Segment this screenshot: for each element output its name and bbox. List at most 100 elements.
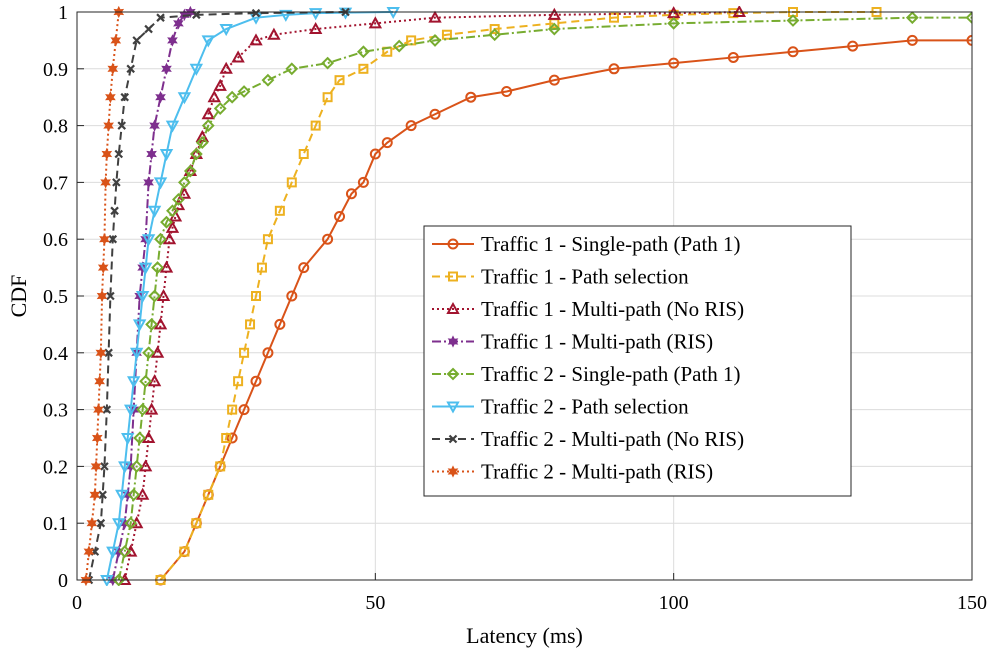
data-point <box>298 149 309 159</box>
data-point <box>167 34 178 47</box>
data-point <box>548 74 560 86</box>
y-tick-label: 1 <box>58 2 68 24</box>
data-point <box>667 16 681 30</box>
data-point <box>121 433 135 446</box>
data-point <box>99 233 110 246</box>
data-point <box>129 347 144 360</box>
data-point <box>308 8 323 21</box>
data-point <box>428 10 442 23</box>
legend-entry: Traffic 2 - Multi-path (No RIS) <box>481 427 744 451</box>
data-point <box>189 63 204 76</box>
y-tick-label: 0.6 <box>43 229 68 251</box>
data-point <box>249 33 263 46</box>
series-line <box>87 11 346 581</box>
legend-entry: Traffic 1 - Multi-path (RIS) <box>481 330 713 354</box>
data-point <box>262 234 273 245</box>
data-point <box>91 431 103 445</box>
data-point <box>145 317 158 331</box>
y-tick-label: 0.4 <box>43 343 68 365</box>
data-point <box>203 489 214 500</box>
data-point <box>86 517 98 530</box>
data-point <box>225 90 239 104</box>
data-point <box>787 46 799 58</box>
series-line <box>159 11 877 581</box>
y-tick-label: 0.7 <box>43 172 68 194</box>
data-point <box>139 374 153 388</box>
series-layer <box>80 6 972 586</box>
x-tick-label: 50 <box>365 592 385 614</box>
data-point <box>219 61 233 74</box>
legend-box <box>423 225 852 497</box>
data-point <box>966 34 972 46</box>
data-point <box>441 29 452 40</box>
data-point <box>138 459 153 472</box>
data-point <box>136 403 150 417</box>
series-group <box>112 11 972 586</box>
data-point <box>219 24 233 37</box>
data-point <box>144 402 159 415</box>
data-point <box>251 291 261 301</box>
axis-ticks: 0 50 100 150 0 0.1 0.2 0.3 0.4 0.5 0.6 0.7 0.8 0.9 1 <box>43 2 987 614</box>
data-point <box>608 63 620 75</box>
data-point <box>334 75 345 86</box>
data-point <box>117 121 127 130</box>
data-point <box>112 573 126 586</box>
data-point <box>226 432 238 444</box>
data-point <box>103 119 114 132</box>
data-point <box>165 220 180 233</box>
data-point <box>101 147 113 161</box>
legend-marker <box>447 238 459 250</box>
data-point <box>322 233 334 245</box>
data-point <box>381 137 393 149</box>
data-point <box>256 262 267 273</box>
data-point <box>100 462 109 471</box>
data-point <box>192 10 201 20</box>
data-point <box>153 177 168 190</box>
data-point <box>127 488 141 502</box>
data-point <box>392 39 406 53</box>
data-point <box>144 24 153 34</box>
data-point <box>166 204 179 218</box>
data-point <box>156 288 171 301</box>
data-point <box>107 62 119 75</box>
data-point <box>141 234 156 247</box>
data-point <box>106 291 115 301</box>
data-point <box>237 85 251 98</box>
data-point <box>118 545 132 559</box>
data-point <box>245 319 256 330</box>
data-point <box>286 290 298 302</box>
data-point <box>112 178 121 187</box>
data-point <box>207 90 221 103</box>
legend-entry: Traffic 1 - Path selection <box>481 265 689 289</box>
data-point <box>369 148 381 160</box>
data-point <box>115 489 129 502</box>
y-tick-label: 0.9 <box>43 59 68 81</box>
data-point <box>120 92 130 102</box>
data-point <box>118 461 132 474</box>
data-point <box>153 317 168 330</box>
data-point <box>96 518 106 528</box>
data-point <box>238 404 250 416</box>
data-point <box>159 260 174 273</box>
y-tick-label: 0 <box>58 570 68 592</box>
data-point <box>213 102 227 115</box>
legend-entry: Traffic 1 - Multi-path (No RIS) <box>481 297 744 321</box>
data-point <box>215 461 226 472</box>
data-point <box>250 375 262 387</box>
data-point <box>358 63 369 74</box>
data-point <box>191 518 202 529</box>
data-point <box>310 120 321 131</box>
data-point <box>727 51 739 63</box>
data-point <box>428 33 442 47</box>
y-tick-label: 0.1 <box>43 513 68 535</box>
data-point <box>356 45 370 59</box>
y-tick-label: 0.2 <box>43 456 68 478</box>
data-point <box>262 347 274 359</box>
data-point <box>94 375 106 388</box>
data-point <box>267 27 281 40</box>
data-point <box>154 232 167 246</box>
legend-marker <box>447 465 459 478</box>
x-tick-label: 150 <box>957 592 987 614</box>
data-point <box>488 28 502 42</box>
data-point <box>786 14 800 27</box>
